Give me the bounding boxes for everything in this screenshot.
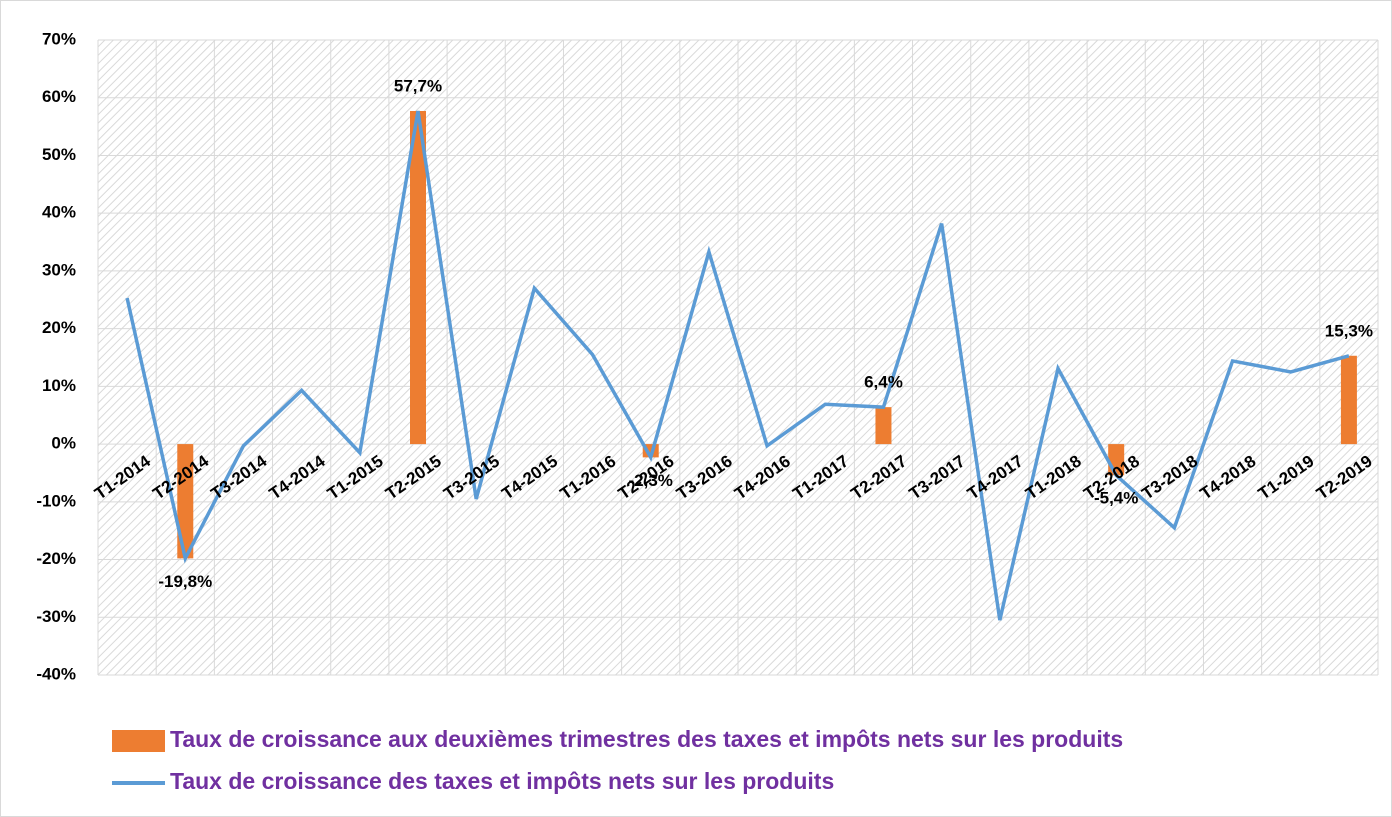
y-tick-label: 70%	[42, 29, 76, 48]
data-label: -2,3%	[629, 471, 673, 490]
data-label: 57,7%	[394, 76, 442, 95]
y-tick-label: 30%	[42, 260, 76, 279]
y-tick-label: 20%	[42, 318, 76, 337]
legend-label: Taux de croissance aux deuxièmes trimest…	[170, 726, 1123, 752]
y-tick-label: -30%	[36, 607, 76, 626]
y-tick-label: 10%	[42, 376, 76, 395]
data-label: 6,4%	[864, 373, 903, 392]
line	[125, 110, 1350, 621]
bar	[875, 407, 892, 445]
y-tick-label: -20%	[36, 549, 76, 568]
y-tick-label: -40%	[36, 664, 76, 683]
y-tick-label: 0%	[51, 434, 76, 453]
legend-label: Taux de croissance des taxes et impôts n…	[170, 768, 834, 794]
data-label: 15,3%	[1325, 321, 1373, 340]
bar	[177, 444, 194, 559]
y-tick-label: 60%	[42, 87, 76, 106]
data-label: -5,4%	[1094, 489, 1138, 508]
data-label: -19,8%	[158, 572, 212, 591]
y-tick-label: 50%	[42, 145, 76, 164]
y-tick-label: 40%	[42, 203, 76, 222]
y-tick-label: -10%	[36, 491, 76, 510]
bar	[410, 111, 426, 445]
legend-swatch	[112, 730, 165, 752]
bar	[1340, 355, 1357, 445]
